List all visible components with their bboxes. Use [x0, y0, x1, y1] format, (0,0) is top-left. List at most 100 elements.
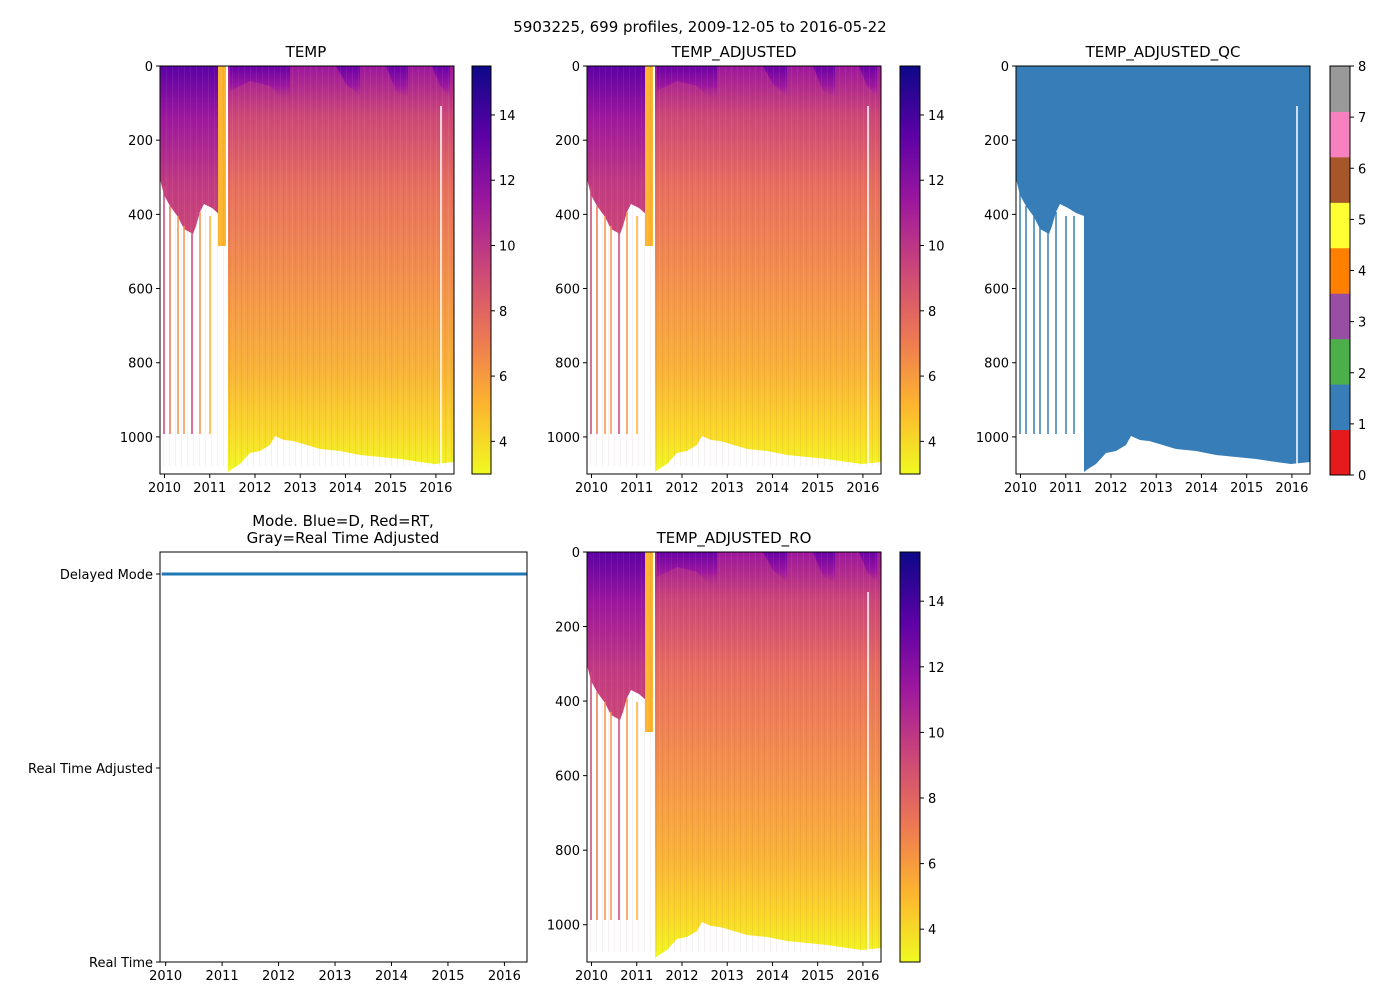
- qc-swatch: [1330, 384, 1350, 431]
- y-tick-label: 1000: [976, 431, 1009, 446]
- x-tick-label: 2015: [431, 969, 464, 984]
- colorbar-tick-label: 0: [1358, 469, 1366, 484]
- plot-frame: [159, 551, 528, 963]
- qc-swatch: [1330, 66, 1350, 112]
- colorbar-tick-label: 10: [499, 240, 516, 255]
- y-tick-label: Delayed Mode: [60, 568, 153, 583]
- x-tick-label: 2013: [284, 481, 317, 496]
- colorbar-qc: 0 1 2 3 4 5 6 7 8: [1329, 60, 1366, 484]
- x-tick-label: 2011: [620, 481, 653, 496]
- colorbar-tick-label: 8: [928, 305, 936, 320]
- x-tick-label: 2011: [206, 969, 239, 984]
- x-tick-label: 2015: [1230, 481, 1263, 496]
- y-tick-label: 0: [572, 546, 580, 561]
- colorbar-tick-label: 1: [1358, 418, 1366, 433]
- colorbar-tick-label: 6: [499, 370, 507, 385]
- y-tick-label: 800: [555, 357, 580, 372]
- colorbar-tick-label: 8: [928, 792, 936, 807]
- colorbar-ticks: 0 1 2 3 4 5 6 7 8: [1350, 60, 1366, 484]
- y-tick-label: 1000: [547, 431, 580, 446]
- x-tick-label: 2011: [1049, 481, 1082, 496]
- panel-mode: Mode. Blue=D, Red=RT, Gray=Real Time Adj…: [28, 512, 528, 984]
- y-tick-label: 400: [984, 208, 1009, 223]
- colorbar-temp: 4 6 8 10 12 14: [471, 65, 516, 475]
- figure-suptitle: 5903225, 699 profiles, 2009-12-05 to 201…: [513, 18, 886, 36]
- y-axis: 0 200 400 600 800 1000: [547, 60, 587, 446]
- x-tick-label: 2012: [262, 969, 295, 984]
- texture: [587, 66, 881, 466]
- y-tick-label: 1000: [547, 919, 580, 934]
- qc-swatch: [1330, 156, 1350, 203]
- y-tick-label: 600: [555, 283, 580, 298]
- x-axis: 2010 2011 2012 2013 2014 2015 2016: [575, 962, 879, 984]
- panel-title: TEMP_ADJUSTED: [670, 43, 796, 62]
- x-tick-label: 2015: [801, 481, 834, 496]
- colorbar-tick-label: 12: [928, 174, 945, 189]
- qc-fill: [1016, 66, 1310, 472]
- plot-frame: [586, 551, 882, 963]
- colorbar-tick-label: 14: [928, 109, 945, 124]
- colorbar-tick-label: 12: [928, 661, 945, 676]
- x-tick-label: 2010: [575, 969, 608, 984]
- x-tick-label: 2014: [756, 969, 789, 984]
- x-axis: 2010 2011 2012 2013 2014 2015 2016: [149, 962, 521, 984]
- colorbar-tick-label: 5: [1358, 213, 1366, 228]
- colorbar-tick-label: 2: [1358, 367, 1366, 382]
- x-tick-label: 2015: [801, 969, 834, 984]
- x-axis: 2010 2011 2012 2013 2014 2015 2016: [575, 474, 879, 496]
- qc-swatch: [1330, 338, 1350, 385]
- colorbar-tick-label: 10: [928, 726, 945, 741]
- colorbar-tick-label: 14: [499, 109, 516, 124]
- texture: [160, 66, 454, 466]
- y-tick-label: 400: [555, 695, 580, 710]
- colorbar-tick-label: 3: [1358, 316, 1366, 331]
- x-tick-label: 2010: [149, 969, 182, 984]
- colorbar-tick-label: 6: [928, 858, 936, 873]
- x-tick-label: 2010: [148, 481, 181, 496]
- colorbar-tick-label: 7: [1358, 111, 1366, 126]
- panel-temp: TEMP 2010 2011 2012 2013 2014 2015 2016 0 200 40…: [120, 43, 455, 496]
- y-tick-label: 800: [555, 844, 580, 859]
- x-tick-label: 2015: [374, 481, 407, 496]
- x-tick-label: 2012: [665, 481, 698, 496]
- colorbar-temp-adjusted: 4 6 8 10 12 14: [899, 65, 945, 475]
- x-tick-label: 2014: [756, 481, 789, 496]
- y-tick-label: 200: [555, 621, 580, 636]
- colorbar-tick-label: 6: [1358, 162, 1366, 177]
- qc-swatches: [1330, 66, 1350, 476]
- y-tick-label: 200: [128, 134, 153, 149]
- plot-frame: [586, 65, 882, 475]
- x-tick-label: 2014: [375, 969, 408, 984]
- colorbar-gradient: [899, 65, 921, 475]
- y-axis: 0 200 400 600 800 1000: [120, 60, 160, 446]
- thin-profiles: [590, 672, 638, 920]
- x-tick-label: 2013: [1140, 481, 1173, 496]
- colorbar-tick-label: 4: [499, 435, 507, 450]
- panel-title: TEMP: [285, 43, 327, 61]
- x-tick-label: 2014: [329, 481, 362, 496]
- heatmap-area: [1016, 66, 1310, 472]
- y-axis: Delayed Mode Real Time Adjusted Real Time: [28, 568, 160, 971]
- y-tick-label: 200: [555, 134, 580, 149]
- heatmap-area: [160, 66, 454, 472]
- x-tick-label: 2010: [1004, 481, 1037, 496]
- x-tick-label: 2013: [318, 969, 351, 984]
- panel-temp-adjusted-ro: TEMP_ADJUSTED_RO 2010 2011 2012 2013 2014 201…: [547, 529, 882, 984]
- y-tick-label: 800: [128, 357, 153, 372]
- colorbar-ticks: 4 6 8 10 12 14: [491, 109, 516, 450]
- qc-swatch: [1330, 247, 1350, 294]
- qc-swatch: [1330, 293, 1350, 340]
- x-tick-label: 2016: [846, 969, 879, 984]
- x-tick-label: 2016: [846, 481, 879, 496]
- colorbar-gradient: [471, 65, 492, 475]
- colorbar-tick-label: 4: [1358, 265, 1366, 280]
- y-tick-label: 600: [128, 283, 153, 298]
- y-tick-label: 400: [555, 208, 580, 223]
- x-tick-label: 2010: [575, 481, 608, 496]
- panel-temp-adjusted-qc: TEMP_ADJUSTED_QC 2010 2011 2012 2013 2014 201…: [976, 43, 1311, 496]
- colorbar-tick-label: 6: [928, 370, 936, 385]
- thin-profiles: [590, 186, 638, 434]
- panel-title-line-1: Mode. Blue=D, Red=RT,: [252, 512, 434, 530]
- colorbar-tick-label: 10: [928, 240, 945, 255]
